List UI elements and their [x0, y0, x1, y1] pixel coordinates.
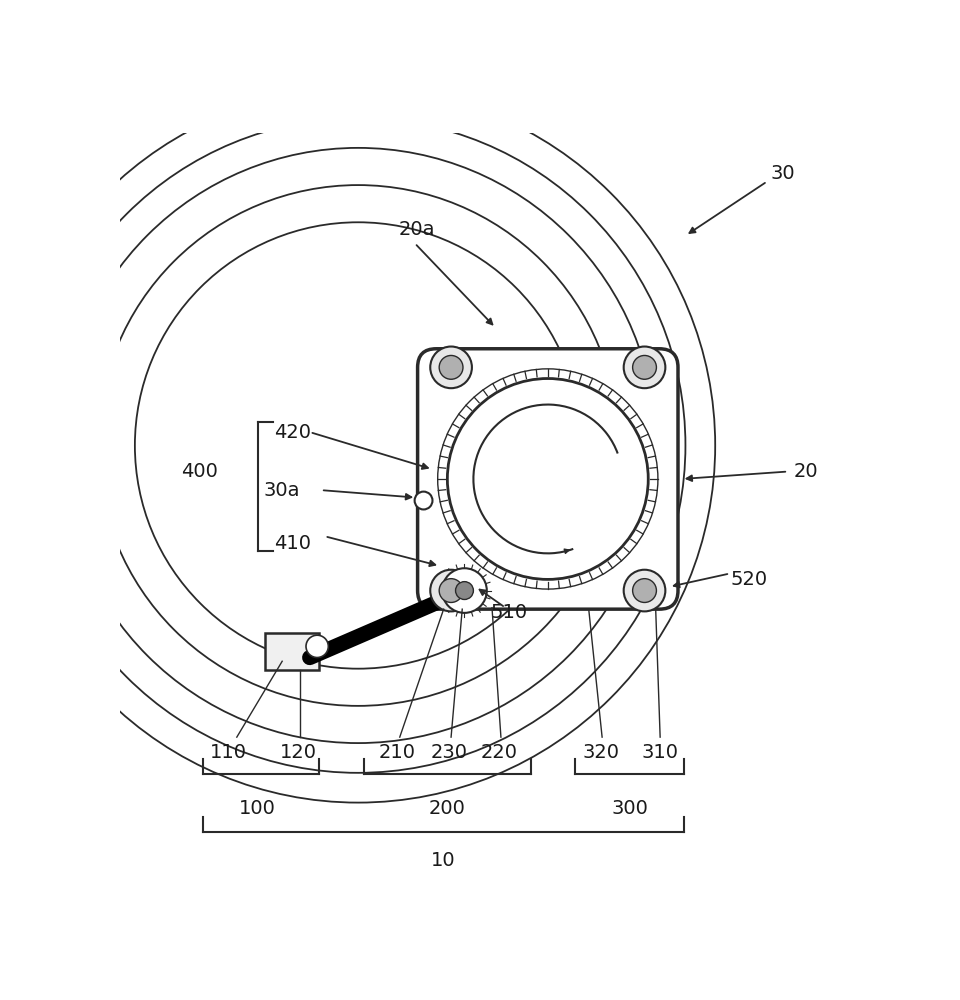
Text: 510: 510 — [491, 603, 528, 622]
Circle shape — [439, 355, 463, 379]
Circle shape — [306, 635, 328, 658]
Text: 30a: 30a — [264, 481, 300, 500]
Text: 20: 20 — [793, 462, 818, 481]
Text: 10: 10 — [431, 851, 456, 870]
Circle shape — [415, 492, 432, 509]
Text: 310: 310 — [641, 743, 679, 762]
Text: 110: 110 — [209, 743, 247, 762]
Text: 410: 410 — [274, 534, 311, 553]
Text: 210: 210 — [378, 743, 416, 762]
Text: 200: 200 — [429, 799, 466, 818]
Text: 320: 320 — [583, 743, 620, 762]
Text: 230: 230 — [431, 743, 468, 762]
Circle shape — [443, 568, 487, 613]
Text: 420: 420 — [274, 423, 311, 442]
Text: 220: 220 — [481, 743, 518, 762]
Text: 100: 100 — [239, 799, 276, 818]
Bar — [265, 633, 319, 670]
Text: 400: 400 — [181, 462, 218, 481]
Circle shape — [430, 570, 472, 611]
Circle shape — [624, 570, 665, 611]
Text: 20a: 20a — [399, 220, 436, 239]
Circle shape — [624, 347, 665, 388]
Text: 120: 120 — [280, 743, 317, 762]
Text: 30: 30 — [771, 164, 796, 183]
Circle shape — [430, 347, 472, 388]
Text: 520: 520 — [730, 570, 767, 589]
Text: 300: 300 — [612, 799, 648, 818]
Circle shape — [633, 579, 657, 602]
FancyBboxPatch shape — [418, 349, 678, 609]
Circle shape — [439, 579, 463, 602]
Circle shape — [456, 582, 473, 599]
Circle shape — [633, 355, 657, 379]
Circle shape — [447, 379, 648, 579]
